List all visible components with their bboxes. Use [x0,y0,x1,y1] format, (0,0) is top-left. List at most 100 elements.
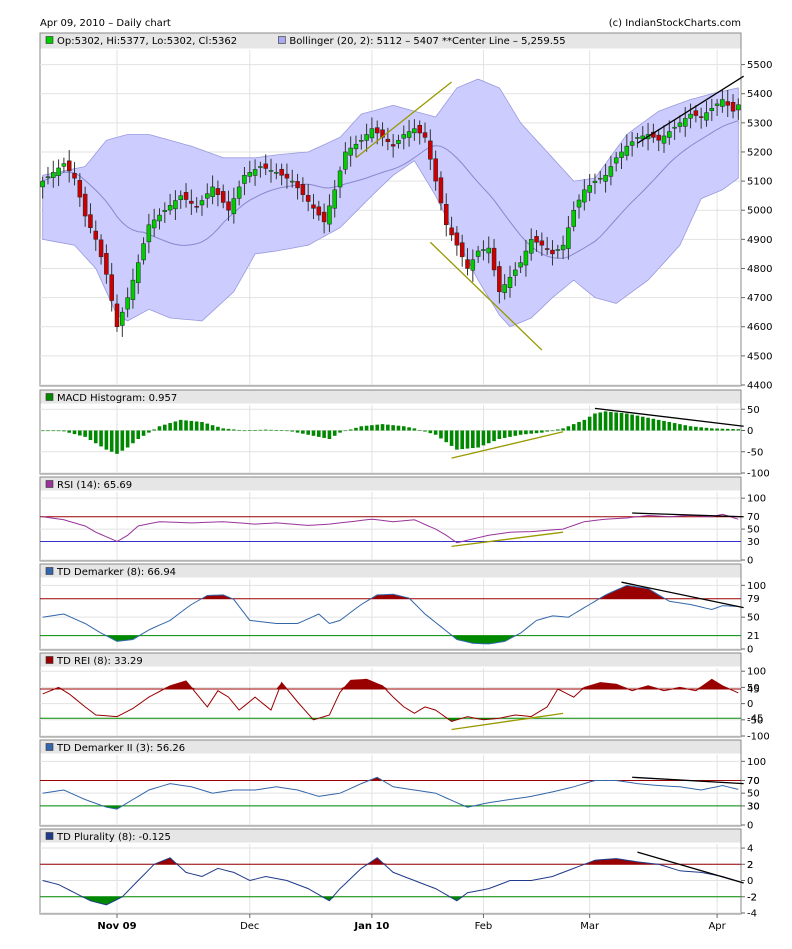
level-label: 30 [747,801,760,812]
histogram-bar [694,426,698,431]
level-label: -45 [747,714,763,725]
histogram-bar [540,430,544,433]
histogram-bar [481,430,486,446]
y-tick-label: 0 [747,821,753,832]
oversold-fill [42,635,739,644]
histogram-bar [476,430,480,448]
histogram-bar [646,417,650,431]
panel-header-strip [40,829,741,843]
histogram-bar [157,426,162,431]
candle-body [353,143,359,150]
candle-body [109,274,114,301]
candle-body [258,166,263,168]
histogram-bar [497,430,502,439]
candle-body [491,247,497,271]
candle-body [725,101,730,106]
candle-body [220,191,226,203]
histogram-bar [194,421,199,431]
histogram-bar [709,428,714,431]
histogram-bar [200,422,204,431]
histogram-bar [465,430,470,449]
y-tick-label: -50 [747,715,763,726]
candle-body [300,184,306,195]
histogram-bar [317,430,321,437]
histogram-bar [242,430,247,432]
trendline [632,776,744,785]
candle-body [88,214,93,228]
histogram-bar [178,419,183,431]
candle-body [576,199,582,208]
candle-body [539,240,545,246]
histogram-bar [577,422,581,431]
histogram-bar [731,429,735,431]
y-tick-label: 70 [747,776,760,787]
histogram-bar [529,430,534,434]
candle-body [714,103,720,106]
candle-body [82,193,88,217]
histogram-bar [279,430,284,431]
histogram-bar [221,428,226,431]
panel-header-strip [40,477,741,491]
candle-body [332,189,337,209]
panels-layer: 4400450046004700480049005000510052005300… [39,32,772,920]
candle-body [677,122,683,127]
panel-2: 0 50 100 RSI (14): 65.69 70 30 [39,476,766,567]
histogram-bar [423,430,427,432]
candle-body [199,200,205,206]
histogram-bar [274,430,279,431]
histogram-bar [78,430,82,436]
panel-header-strip [40,740,741,754]
level-label: 21 [747,631,760,642]
y-tick-label: 30 [747,801,760,812]
x-tick-label: Feb [475,921,493,932]
histogram-bar [662,420,666,431]
histogram-bar [672,423,677,431]
candle-body [688,113,693,119]
y-tick-label: -50 [747,447,763,458]
histogram-bar [598,412,603,431]
indicator-line [42,776,739,810]
trendline [637,75,745,144]
histogram-bar [72,430,77,435]
y-tick-label: 5400 [747,89,772,100]
y-tick-label: -100 [747,469,770,480]
histogram-bar [715,428,719,431]
histogram-bar [258,429,263,431]
histogram-bar [508,430,512,437]
candle-body [624,145,630,156]
y-tick-label: 5000 [747,206,772,217]
histogram-bar [444,430,449,443]
histogram-bar [683,425,688,431]
candle-body [316,206,322,216]
candle-body [401,134,407,139]
histogram-bar [338,430,342,433]
histogram-bar [332,430,337,436]
panel-header-strip [40,390,741,404]
candle-body [682,118,688,127]
candle-body [507,276,513,289]
candle-body [518,262,523,268]
histogram-bar [678,424,682,431]
histogram-bar [550,430,555,432]
candle-body [226,201,231,211]
histogram-bar [173,421,178,431]
legend-swatch [45,36,54,44]
histogram-bar [147,430,151,433]
candle-body [635,137,640,139]
candle-body [438,177,444,204]
histogram-bar [545,430,549,432]
level-label: 2 [747,860,753,871]
candle-body [141,243,146,261]
histogram-bar [285,430,289,432]
y-tick-label: -2 [747,892,757,903]
histogram-bar [263,429,268,431]
y-tick-label: 5100 [747,177,772,188]
histogram-bar [115,430,119,454]
panel-frame [39,739,742,827]
level-label: 70 [747,776,760,787]
histogram-bar [247,430,252,431]
y-tick-label: 0 [747,699,753,710]
histogram-bar [210,425,215,431]
candle-body [215,188,221,195]
histogram-bar [56,430,61,432]
